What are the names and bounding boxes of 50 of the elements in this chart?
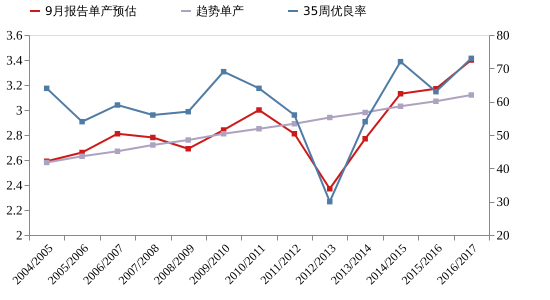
y2-tick-label: 40 xyxy=(496,160,510,176)
point xyxy=(44,86,50,92)
point xyxy=(79,118,85,124)
y-tick-label: 2 xyxy=(16,228,22,242)
point xyxy=(362,118,368,124)
point xyxy=(327,114,333,120)
y-tick-label: 2.4 xyxy=(6,178,23,192)
y2-tick-label: 80 xyxy=(496,28,510,42)
y2-tick-label: 20 xyxy=(496,228,510,242)
point xyxy=(79,154,85,159)
point xyxy=(327,198,333,204)
y-tick-label: 3.2 xyxy=(6,78,22,92)
point xyxy=(433,98,439,104)
point xyxy=(220,68,226,74)
point xyxy=(327,186,333,192)
point xyxy=(433,88,439,94)
y-tick-label: 3 xyxy=(16,102,22,118)
point xyxy=(292,121,298,126)
point xyxy=(468,92,474,98)
y2-tick-label: 60 xyxy=(496,94,510,110)
y-tick-label: 3.6 xyxy=(6,28,23,42)
y-tick-label: 2.6 xyxy=(6,152,23,168)
point xyxy=(150,112,156,118)
point xyxy=(185,108,191,114)
point xyxy=(114,131,120,136)
point xyxy=(220,131,226,136)
point xyxy=(114,148,120,154)
y-tick-label: 2.8 xyxy=(6,128,22,142)
y-tick-label: 3.4 xyxy=(6,52,23,68)
point xyxy=(362,110,368,116)
point xyxy=(114,102,120,108)
point xyxy=(150,134,156,140)
point xyxy=(185,137,191,143)
y2-tick-label: 50 xyxy=(496,128,510,142)
point xyxy=(292,112,298,118)
legend-label: 9月报告单产预估 xyxy=(45,4,137,18)
legend-label: 趋势单产 xyxy=(196,4,244,18)
y2-tick-label: 30 xyxy=(496,194,510,210)
point xyxy=(398,58,404,64)
legend-label: 35周优良率 xyxy=(303,4,366,18)
point xyxy=(398,104,404,109)
point xyxy=(185,146,191,152)
point xyxy=(256,126,262,132)
point xyxy=(256,86,262,92)
point xyxy=(398,91,404,96)
point xyxy=(362,136,368,142)
y-tick-label: 2.2 xyxy=(6,202,22,218)
point xyxy=(292,131,298,136)
point xyxy=(150,142,156,148)
y2-tick-label: 70 xyxy=(496,60,510,76)
